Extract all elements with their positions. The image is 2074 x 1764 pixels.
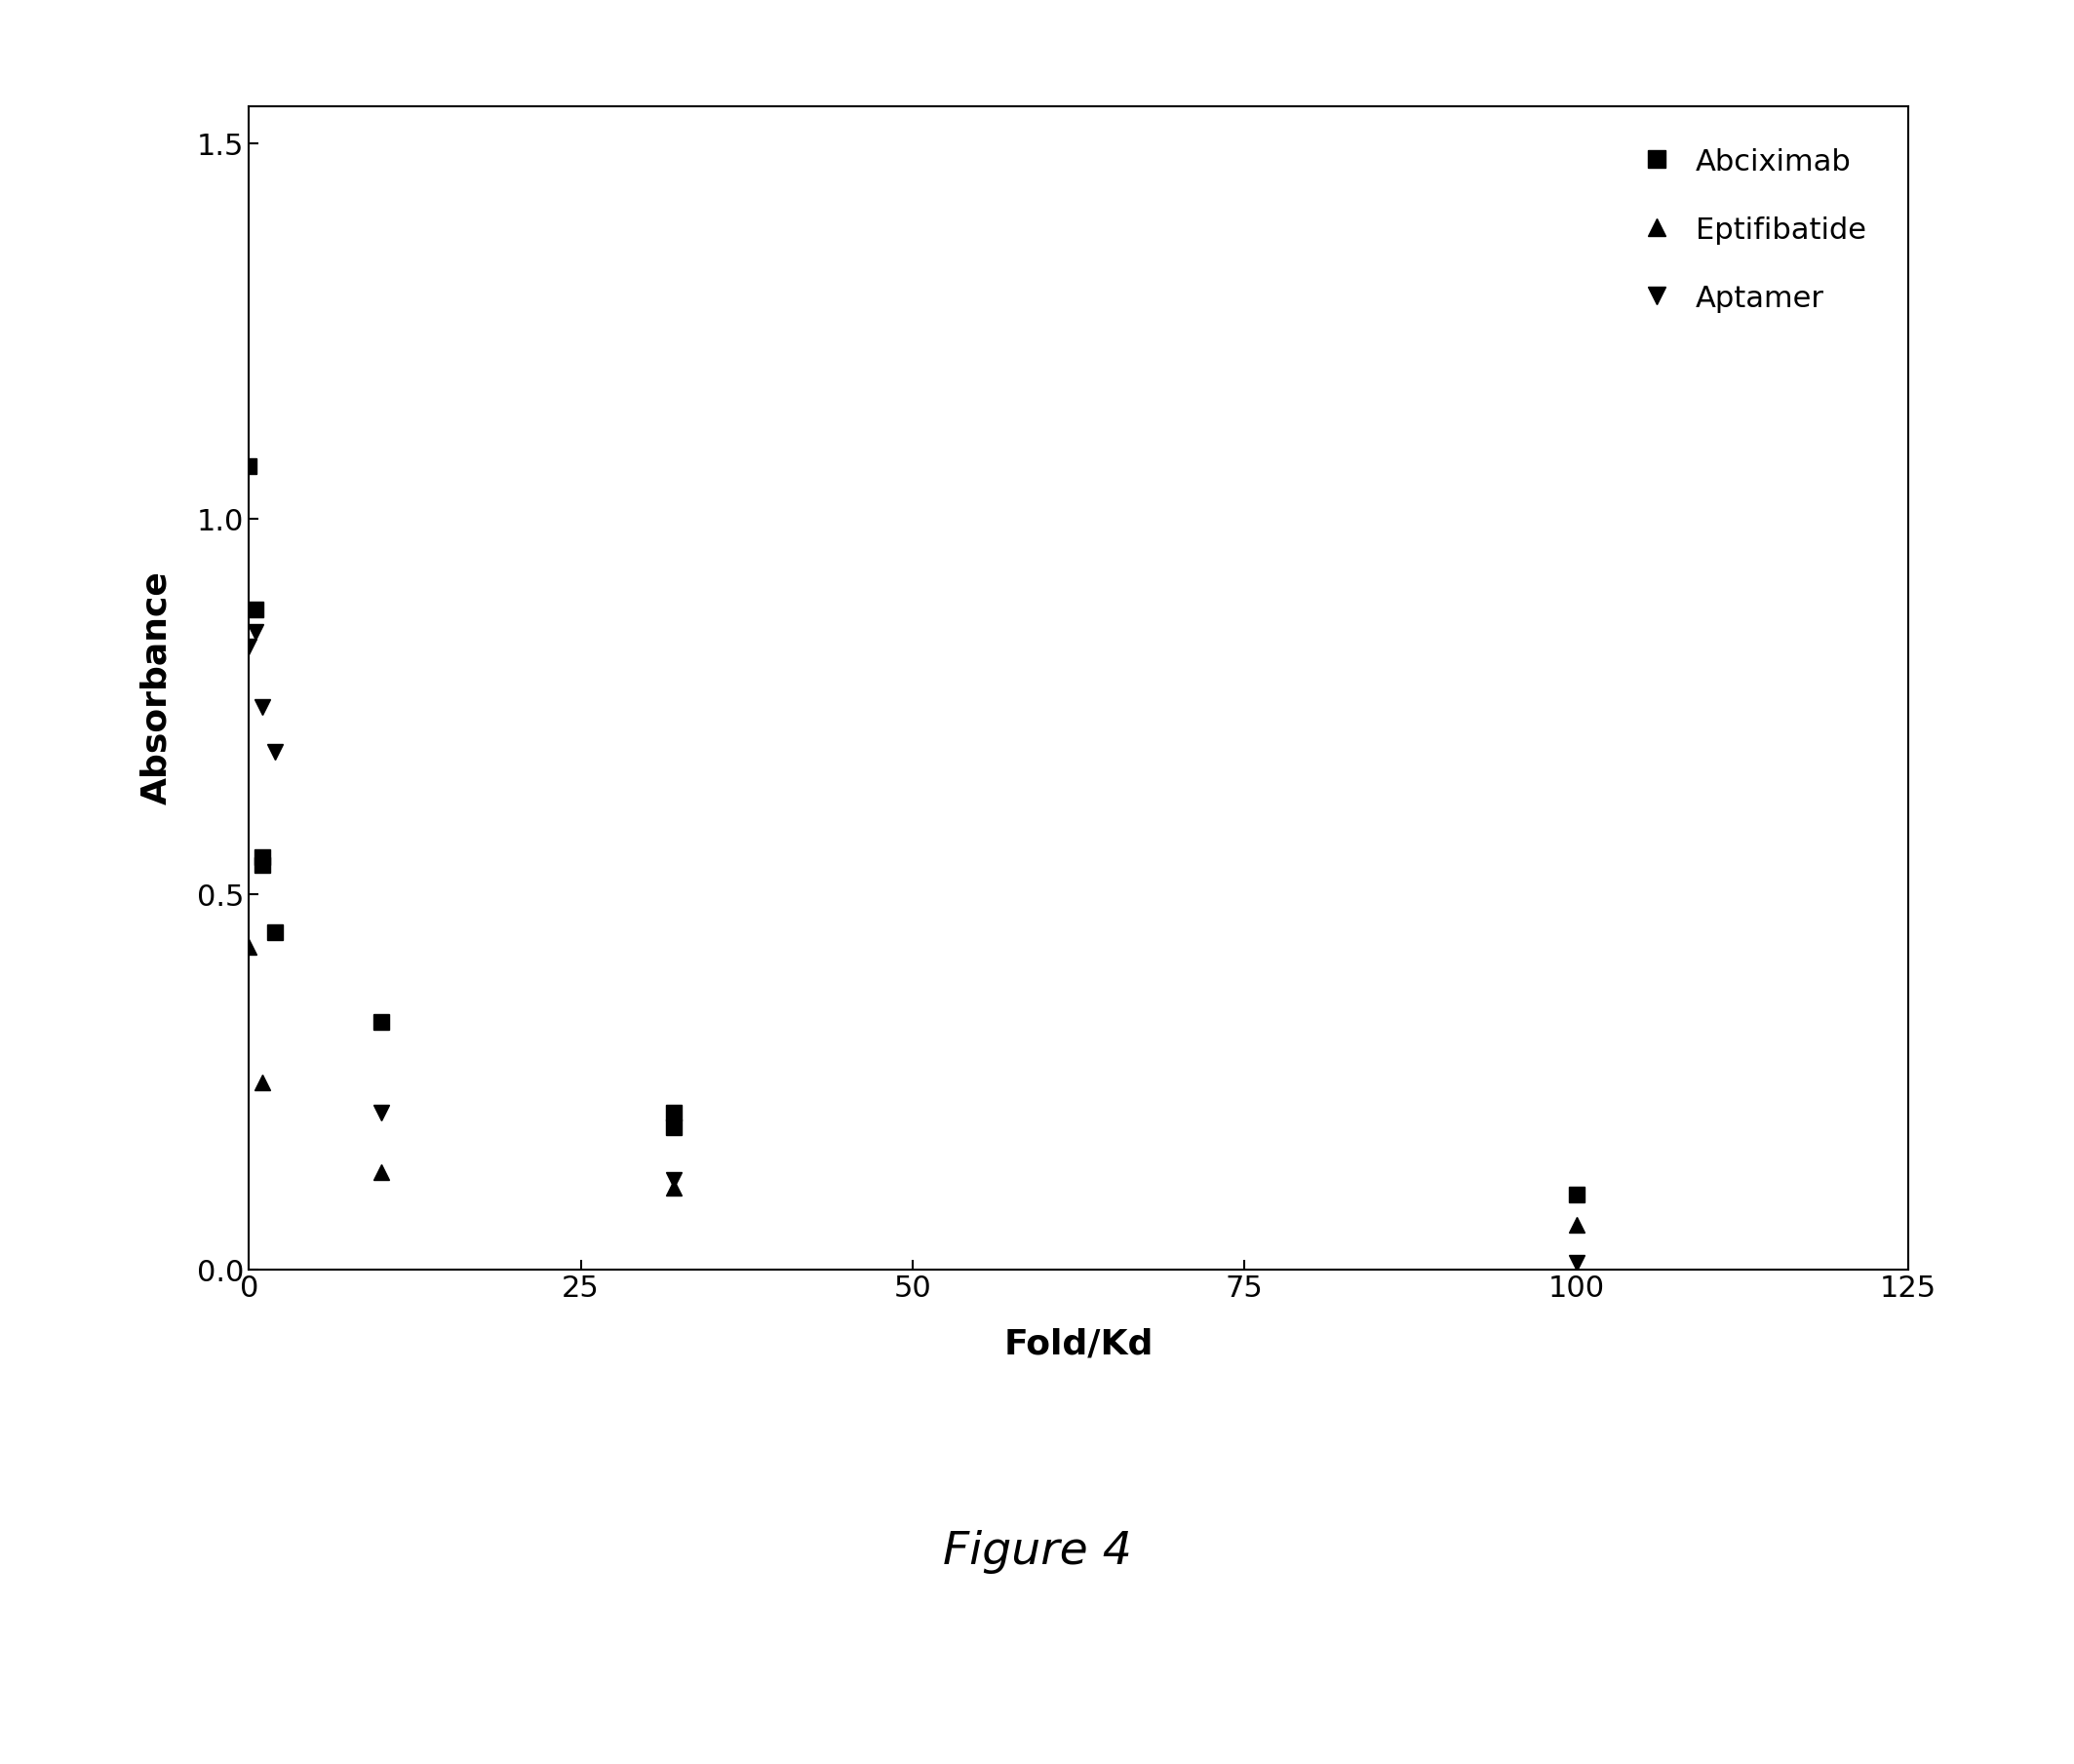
- Eptifibatide: [369, 1162, 394, 1184]
- Abciximab: [662, 1102, 686, 1124]
- Line: Aptamer: Aptamer: [241, 624, 1585, 1270]
- Eptifibatide: [1564, 1214, 1589, 1235]
- Text: Figure 4: Figure 4: [942, 1531, 1132, 1573]
- Legend: Abciximab, Eptifibatide, Aptamer: Abciximab, Eptifibatide, Aptamer: [1630, 136, 1879, 325]
- Abciximab: [249, 854, 274, 875]
- Eptifibatide: [249, 1073, 274, 1094]
- Y-axis label: Absorbance: Absorbance: [139, 572, 172, 804]
- X-axis label: Fold/Kd: Fold/Kd: [1004, 1328, 1153, 1360]
- Aptamer: [236, 637, 261, 658]
- Aptamer: [263, 741, 288, 762]
- Abciximab: [243, 598, 268, 619]
- Abciximab: [369, 1011, 394, 1032]
- Abciximab: [1564, 1184, 1589, 1205]
- Abciximab: [662, 1117, 686, 1138]
- Abciximab: [263, 921, 288, 942]
- Eptifibatide: [662, 1177, 686, 1198]
- Line: Abciximab: Abciximab: [241, 459, 1585, 1203]
- Aptamer: [249, 697, 274, 718]
- Abciximab: [236, 455, 261, 476]
- Eptifibatide: [236, 937, 261, 958]
- Abciximab: [249, 847, 274, 868]
- Aptamer: [662, 1170, 686, 1191]
- Line: Eptifibatide: Eptifibatide: [241, 940, 1585, 1233]
- Aptamer: [1564, 1252, 1589, 1274]
- Aptamer: [243, 621, 268, 642]
- Aptamer: [369, 1102, 394, 1124]
